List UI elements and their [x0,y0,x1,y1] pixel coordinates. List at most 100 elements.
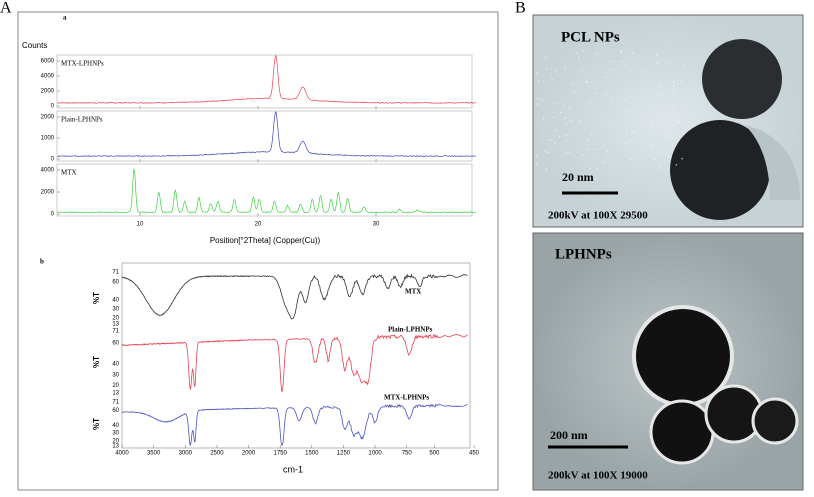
plot-label: Plain-LPHNPs [388,326,433,334]
texture [547,151,549,154]
texture [666,119,669,121]
plot-label: MTX [61,169,77,177]
texture [569,151,571,154]
spectrum [57,111,476,157]
scale-bar-label: 20 nm [562,170,594,184]
texture [619,50,622,53]
texture [660,152,663,154]
texture [586,138,589,141]
spectrum [121,333,468,392]
texture [572,82,574,84]
texture [631,52,634,54]
texture [606,150,608,152]
x-tick-label: 2000 [242,451,256,457]
x-tick-label: 500 [429,451,440,457]
texture [656,62,659,64]
texture [636,88,638,90]
texture [586,81,589,84]
y-tick-label: 2000 [41,115,55,121]
texture [673,81,675,83]
x-tick-label: 30 [373,222,380,228]
texture [585,80,587,83]
texture [640,141,643,144]
texture [545,56,547,59]
texture [554,142,556,144]
y-tick-label: 2000 [41,190,55,196]
texture [565,151,568,154]
y-tick-label: 0 [51,212,55,218]
texture [582,50,585,53]
x-tick-label: 450 [469,451,480,457]
image-caption: 200kV at 100X 19000 [548,470,648,482]
y-tick-label: 13 [112,391,119,397]
texture [537,80,540,82]
image-title: LPHNPs [555,246,612,262]
x-tick-label: 1500 [305,451,319,457]
texture [542,117,545,119]
texture [680,80,683,82]
texture [624,142,626,145]
texture [568,106,570,109]
texture [666,150,668,153]
texture [581,154,584,156]
plot-frame [56,110,473,162]
plot-label: MTX-LPHNPs [61,60,104,68]
texture [553,102,556,105]
texture [559,111,562,114]
texture [651,125,654,127]
texture [550,139,553,141]
texture [624,99,627,102]
texture [607,158,609,160]
texture [568,120,571,122]
x-tick-label: 3000 [179,451,193,457]
texture [564,67,567,70]
panel-label: B [515,0,526,17]
plot-frame [56,163,473,217]
axis-label: %T [92,356,101,368]
y-tick-label: 60 [112,408,119,414]
texture [592,58,595,60]
texture [673,95,676,97]
texture [552,116,555,119]
texture [633,130,635,133]
y-tick-label: 20 [112,383,119,389]
texture [605,76,607,78]
texture [654,158,657,161]
texture [589,167,591,170]
texture [577,81,580,83]
particles [548,39,800,465]
texture [608,60,611,63]
x-tick-label: 1000 [368,451,382,457]
texture [536,103,538,106]
x-tick-label: 750 [402,451,413,457]
y-tick-label: 6000 [41,59,55,65]
plot-label: MTX [405,288,421,296]
texture [542,81,545,83]
x-tick-label: 1750 [274,451,288,457]
texture [610,162,612,165]
texture [678,121,680,124]
y-tick-label: 30 [112,372,119,378]
x-tick-label: 1250 [337,451,351,457]
texture [590,133,593,135]
texture [551,78,553,80]
texture [669,113,672,115]
y-tick-label: 71 [112,270,119,276]
subpanel-label: a [63,14,67,22]
texture [651,120,653,123]
texture [630,159,632,161]
texture [608,68,611,71]
texture [592,148,595,150]
texture [537,97,540,100]
texture [589,100,592,103]
axis-label: Counts [22,41,47,50]
y-tick-label: 4000 [41,74,55,80]
y-tick-label: 13 [112,444,119,450]
y-tick-label: 71 [112,400,119,406]
texture [672,84,675,87]
texture [664,131,667,134]
image-caption: 200kV at 100X 29500 [548,210,648,222]
texture [535,71,538,74]
texture [657,94,660,97]
texture [563,105,566,107]
